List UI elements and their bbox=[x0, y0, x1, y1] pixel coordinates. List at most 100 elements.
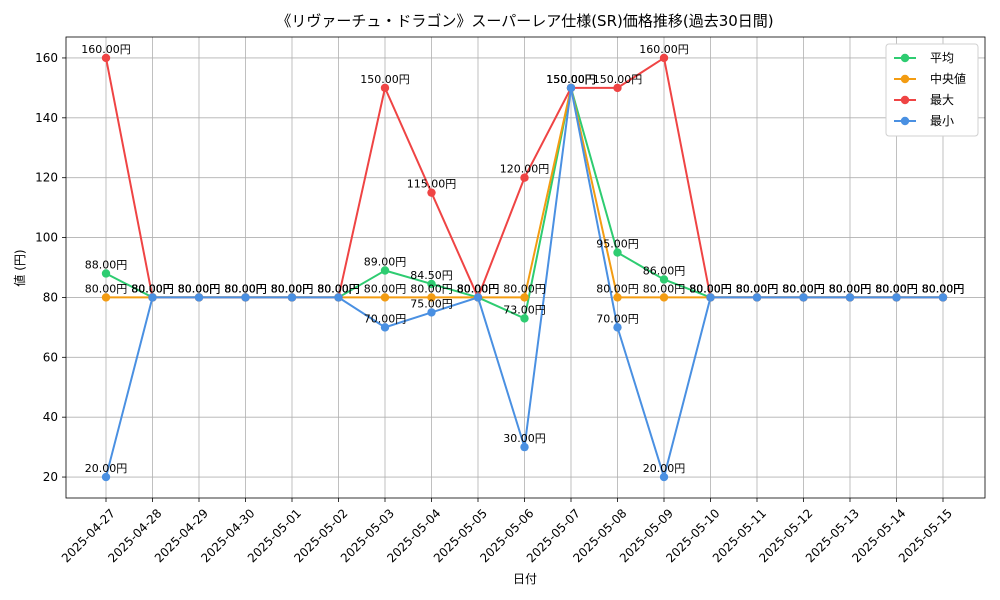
data-label: 89.00円 bbox=[364, 255, 407, 268]
legend-label: 最大 bbox=[930, 93, 954, 107]
data-label: 80.00円 bbox=[829, 282, 872, 295]
data-label: 80.00円 bbox=[782, 282, 825, 295]
data-label: 115.00円 bbox=[407, 178, 457, 191]
y-tick-label: 160 bbox=[35, 51, 58, 65]
data-label: 160.00円 bbox=[81, 43, 131, 56]
data-point bbox=[706, 293, 715, 302]
data-label: 80.00円 bbox=[178, 282, 221, 295]
data-point bbox=[473, 293, 483, 302]
data-label: 80.00円 bbox=[364, 282, 407, 295]
data-label: 73.00円 bbox=[503, 303, 546, 316]
data-label: 80.00円 bbox=[178, 282, 221, 295]
data-label: 80.00円 bbox=[317, 282, 360, 295]
y-tick-label: 20 bbox=[43, 470, 58, 484]
data-label: 75.00円 bbox=[410, 297, 453, 310]
data-point bbox=[334, 293, 343, 302]
data-label: 80.00円 bbox=[457, 282, 500, 295]
data-label: 80.00円 bbox=[922, 282, 965, 295]
y-tick-label: 140 bbox=[35, 111, 58, 125]
data-label: 80.00円 bbox=[782, 282, 825, 295]
data-label: 80.00円 bbox=[457, 282, 500, 295]
data-label: 80.00円 bbox=[782, 282, 825, 295]
data-label: 80.00円 bbox=[224, 282, 267, 295]
data-point bbox=[101, 53, 111, 63]
data-label: 80.00円 bbox=[271, 282, 314, 295]
data-label: 80.00円 bbox=[317, 282, 360, 295]
data-point bbox=[380, 266, 390, 275]
data-point bbox=[613, 83, 622, 93]
data-point bbox=[194, 293, 204, 302]
data-label: 80.00円 bbox=[178, 282, 221, 295]
y-tick-label: 80 bbox=[43, 290, 58, 304]
data-point bbox=[241, 293, 250, 302]
data-label: 95.00円 bbox=[596, 238, 639, 251]
data-label: 80.00円 bbox=[689, 282, 732, 295]
data-label: 150.00円 bbox=[360, 73, 410, 86]
data-point bbox=[380, 323, 390, 332]
data-label: 80.00円 bbox=[736, 282, 779, 295]
data-point bbox=[380, 83, 390, 93]
data-label: 160.00円 bbox=[639, 43, 689, 56]
data-point bbox=[101, 472, 111, 482]
data-point bbox=[892, 293, 901, 302]
data-point bbox=[659, 53, 669, 63]
data-label: 150.00円 bbox=[593, 73, 643, 86]
y-tick-label: 60 bbox=[43, 350, 58, 364]
data-label: 80.00円 bbox=[131, 282, 174, 295]
data-label: 80.00円 bbox=[829, 282, 872, 295]
y-tick-label: 40 bbox=[43, 410, 58, 424]
data-label: 150.00円 bbox=[546, 73, 596, 86]
data-label: 80.00円 bbox=[224, 282, 267, 295]
data-point bbox=[427, 188, 436, 197]
data-label: 80.00円 bbox=[782, 282, 825, 295]
data-label: 80.00円 bbox=[829, 282, 872, 295]
data-point bbox=[427, 308, 436, 317]
data-label: 80.00円 bbox=[271, 282, 314, 295]
data-point bbox=[659, 275, 669, 284]
data-label: 80.00円 bbox=[875, 282, 918, 295]
data-label: 80.00円 bbox=[503, 282, 546, 295]
data-point bbox=[613, 323, 622, 332]
data-point bbox=[380, 293, 390, 302]
data-point bbox=[287, 293, 297, 302]
data-label: 80.00円 bbox=[271, 282, 314, 295]
data-point bbox=[659, 472, 669, 482]
data-label: 80.00円 bbox=[875, 282, 918, 295]
data-label: 80.00円 bbox=[271, 282, 314, 295]
data-label: 120.00円 bbox=[500, 163, 550, 176]
legend-label: 中央値 bbox=[930, 71, 966, 86]
data-label: 150.00円 bbox=[546, 73, 596, 86]
data-label: 80.00円 bbox=[736, 282, 779, 295]
data-point bbox=[659, 293, 669, 302]
data-point bbox=[613, 248, 622, 257]
legend-label: 平均 bbox=[930, 51, 954, 65]
data-label: 150.00円 bbox=[546, 73, 596, 86]
data-point bbox=[101, 293, 111, 302]
data-label: 80.00円 bbox=[85, 282, 128, 295]
data-label: 80.00円 bbox=[596, 282, 639, 295]
legend-box bbox=[885, 43, 979, 137]
legend-label: 最小 bbox=[930, 114, 954, 128]
plot-frame bbox=[65, 36, 986, 499]
data-point bbox=[520, 173, 529, 182]
legend-marker bbox=[900, 116, 910, 126]
data-point bbox=[566, 83, 576, 93]
data-point bbox=[101, 269, 111, 278]
data-label: 80.00円 bbox=[457, 282, 500, 295]
data-point bbox=[427, 279, 436, 289]
data-label: 80.00円 bbox=[178, 282, 221, 295]
data-label: 70.00円 bbox=[364, 312, 407, 325]
data-label: 80.00円 bbox=[736, 282, 779, 295]
data-label: 30.00円 bbox=[503, 432, 546, 445]
grid bbox=[66, 37, 985, 498]
data-point bbox=[752, 293, 762, 302]
series-lines bbox=[101, 53, 948, 482]
data-label: 80.00円 bbox=[689, 282, 732, 295]
data-label: 80.00円 bbox=[131, 282, 174, 295]
data-label: 70.00円 bbox=[596, 312, 639, 325]
y-axis-label: 値 (円) bbox=[12, 249, 27, 286]
data-label: 80.00円 bbox=[922, 282, 965, 295]
